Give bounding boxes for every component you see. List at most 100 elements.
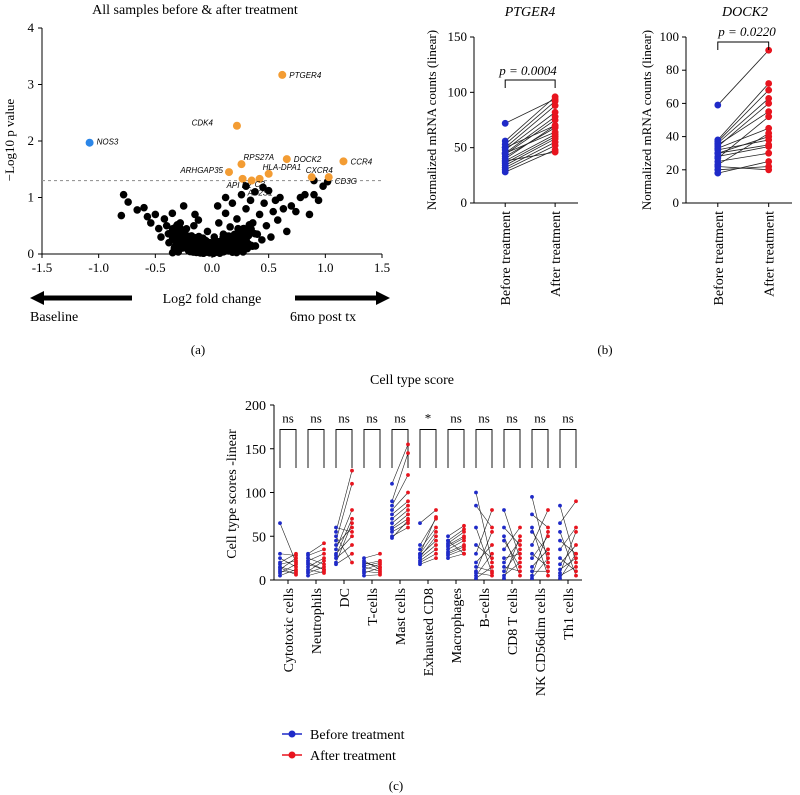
panel-b-left-y-axis-label: Normalized mRNA counts (linear) [424,30,439,210]
before-point [530,529,534,534]
category-label: Before treatment [499,211,514,306]
before-point [474,560,478,565]
before-point [362,556,366,561]
gene-point [119,190,128,199]
significance-label: ns [478,411,490,426]
gene-point [264,186,273,195]
category-label: After treatment [549,211,564,297]
pair-line [447,531,465,544]
gene-point [224,238,232,247]
pair-line [531,509,549,546]
before-point [558,503,562,508]
before-point [501,144,509,152]
after-point [518,556,522,561]
pair-line [335,518,353,556]
pair-line [531,527,549,576]
pair-line [335,523,353,563]
before-point [334,538,338,543]
before-point [530,576,534,581]
pair-line [419,544,437,559]
after-point [546,508,550,512]
category-label: NK CD56dim cells [534,588,549,696]
after-point [434,529,438,534]
pair-line [531,553,549,568]
gene-point [276,193,284,202]
gene-point [217,245,225,254]
before-point [502,564,506,569]
after-point [462,547,466,552]
before-point [390,536,394,540]
before-point [558,571,562,575]
legend-after-marker [288,751,296,759]
after-point [518,534,522,539]
after-point [322,558,326,563]
significance-label: ns [366,411,378,426]
significance-bracket [335,429,353,468]
after-point [518,560,522,565]
before-point [306,571,310,575]
after-point [322,556,326,561]
pair-line [504,105,556,148]
after-point [518,547,522,552]
gene-point-nos3 [85,138,94,147]
gene-label-cxcr4: CXCR4 [306,166,334,175]
gene-point [151,210,160,219]
pair-line [363,570,381,574]
pair-line [307,562,325,570]
after-point [765,95,773,102]
pair-line [447,540,465,554]
before-point [306,560,310,565]
before-point [278,521,282,526]
left-arrow-icon [30,291,44,305]
after-point [518,538,522,543]
before-point [306,556,310,561]
significance-label: ns [394,411,406,426]
pair-line [505,136,556,164]
pair-line [717,98,769,144]
significance-bracket [475,429,493,468]
before-point [530,556,534,561]
after-point [434,525,438,530]
pair-line [419,516,437,554]
after-point [518,551,522,556]
pair-line [363,566,381,572]
before-point [390,529,394,534]
gene-label-api-p2: API P2 [226,181,252,190]
ptger4-pvalue: p = 0.0004 [498,63,557,78]
gene-point [190,221,198,230]
pair-line [391,453,409,502]
after-point [546,556,550,561]
category-label: B-cells [478,588,493,628]
pair-line [307,553,325,562]
pair-line [447,525,465,537]
after-point [378,560,382,565]
pair-line [559,505,577,563]
panel-a-y-axis-label: −Log10 p value [2,99,17,182]
before-point [306,573,310,578]
gene-point [194,216,203,224]
pair-line [717,116,769,159]
before-point [278,565,282,570]
before-point [474,571,478,575]
after-point [765,46,773,54]
panel-c-y-axis-label: Cell type scores -linear [225,429,240,559]
gene-point [267,233,275,241]
before-point [446,534,450,539]
after-point [350,551,354,556]
after-point [378,567,382,572]
before-point [501,157,509,165]
y-tick-label: 80 [666,62,679,77]
pair-line [279,567,297,576]
after-point [518,569,522,574]
gene-point-rps27a [237,160,246,169]
after-point [490,556,494,561]
significance-bracket [504,79,556,88]
y-tick-label: 200 [245,399,266,414]
after-point [574,525,578,530]
after-point [350,560,354,565]
before-point [278,556,282,561]
y-tick-label: 4 [28,20,35,35]
pair-line [391,505,409,519]
after-point [322,564,326,569]
pair-line [279,560,297,565]
